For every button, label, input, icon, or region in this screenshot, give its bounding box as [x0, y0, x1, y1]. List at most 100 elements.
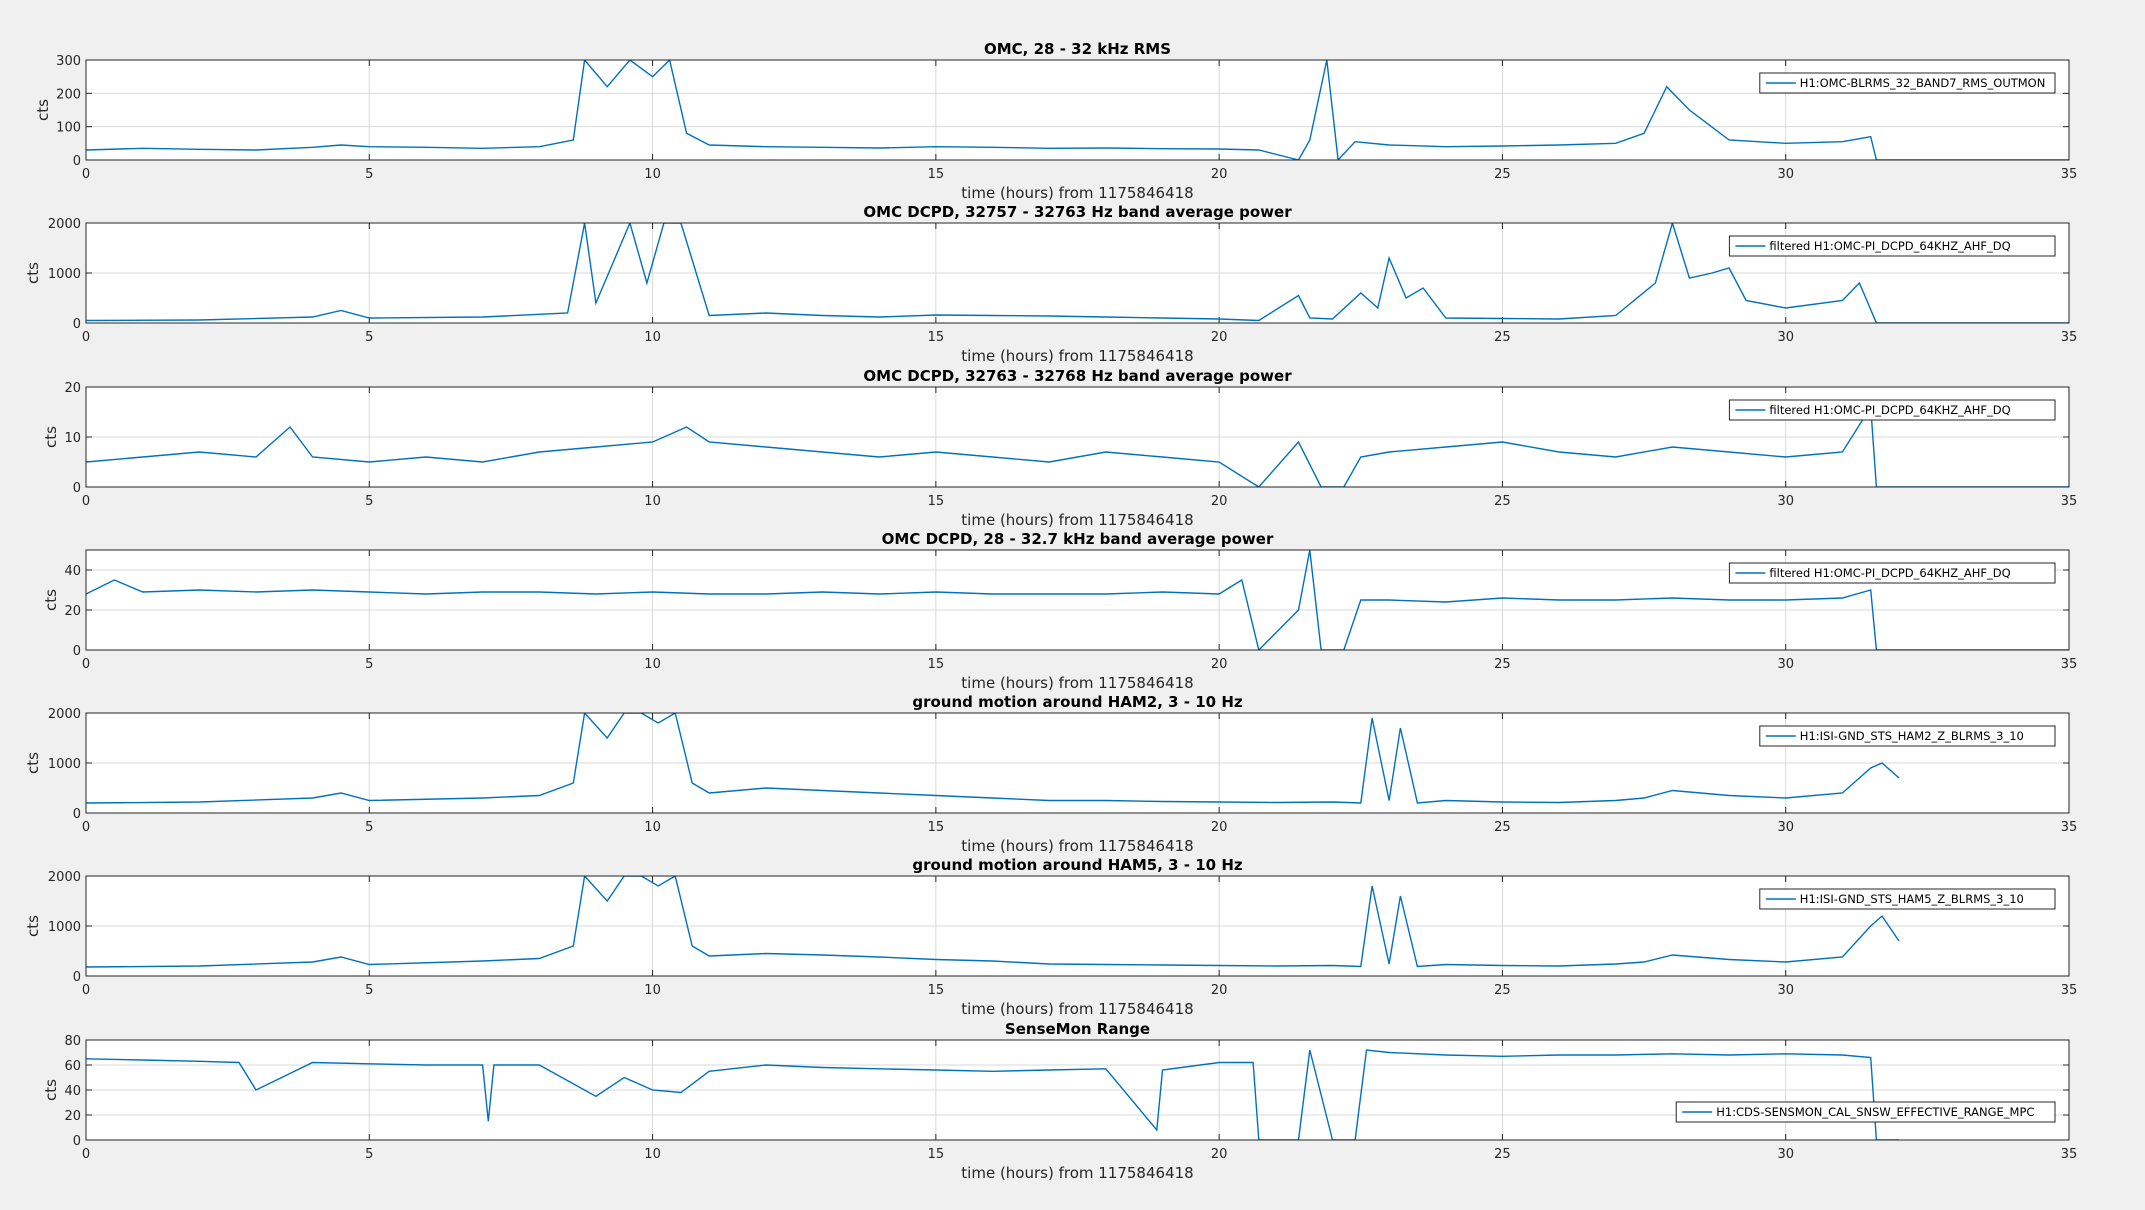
axes-box — [85, 59, 2070, 161]
y-tick-label: 20 — [64, 604, 81, 619]
y-tick-label: 0 — [73, 807, 81, 822]
y-tick-label: 2000 — [48, 870, 81, 885]
x-tick-label: 20 — [1211, 494, 1228, 509]
x-tick-label: 25 — [1494, 983, 1511, 998]
x-tick-label: 10 — [644, 657, 661, 672]
x-tick-label: 25 — [1494, 330, 1511, 345]
x-tick-label: 5 — [365, 167, 373, 182]
x-tick-label: 0 — [82, 494, 90, 509]
data-line — [86, 713, 1900, 804]
x-axis-label: time (hours) from 1175846418 — [961, 1000, 1193, 1018]
x-tick-label: 25 — [1494, 657, 1511, 672]
chart-title: ground motion around HAM2, 3 - 10 Hz — [912, 693, 1243, 711]
legend-box — [1759, 725, 2056, 747]
panel-4: 0 5 10 15 20 25 30 35 0 20 40 OMC DCPD, 28 - 32.7 k… — [42, 530, 2077, 692]
legend-entry: H1:CDS-SENSMON_CAL_SNSW_EFFECTIVE_RANGE_… — [1716, 1105, 2034, 1119]
x-tick-label: 20 — [1211, 820, 1228, 835]
panel-3: 0 5 10 15 20 25 30 35 0 10 20 OMC DCPD, 32763 - 327… — [42, 367, 2077, 529]
y-tick-label: 20 — [64, 381, 81, 396]
x-tick-label: 35 — [2061, 494, 2078, 509]
panel-2: 0 5 10 15 20 25 30 35 0 1000 2000 OMC DCPD, 32757 -… — [24, 203, 2077, 365]
x-tick-label: 10 — [644, 494, 661, 509]
legend-box — [1728, 399, 2056, 421]
legend-entry: filtered H1:OMC-PI_DCPD_64KHZ_AHF_DQ — [1769, 566, 2010, 580]
legend-entry: H1:ISI-GND_STS_HAM2_Z_BLRMS_3_10 — [1800, 729, 2024, 743]
y-axis-label: cts — [24, 752, 42, 774]
x-tick-label: 30 — [1777, 330, 1794, 345]
x-axis-label: time (hours) from 1175846418 — [961, 511, 1193, 529]
panel-6: 0 5 10 15 20 25 30 35 0 1000 2000 ground motion aro… — [24, 856, 2077, 1018]
panel-5: 0 5 10 15 20 25 30 35 0 1000 2000 ground motion aro… — [24, 693, 2077, 855]
x-tick-label: 0 — [82, 820, 90, 835]
x-tick-label: 30 — [1777, 167, 1794, 182]
legend: H1:CDS-SENSMON_CAL_SNSW_EFFECTIVE_RANGE_… — [1675, 1101, 2056, 1123]
x-axis-label: time (hours) from 1175846418 — [961, 837, 1193, 855]
chart-title: ground motion around HAM5, 3 - 10 Hz — [912, 856, 1243, 874]
x-tick-label: 15 — [928, 983, 945, 998]
axes-box — [85, 222, 2070, 324]
x-axis-label: time (hours) from 1175846418 — [961, 674, 1193, 692]
data-line — [86, 876, 1900, 968]
x-tick-label: 15 — [928, 1147, 945, 1162]
y-tick-label: 200 — [56, 87, 81, 102]
data-line — [86, 223, 2069, 323]
x-tick-label: 30 — [1777, 820, 1794, 835]
x-tick-label: 15 — [928, 167, 945, 182]
chart-title: OMC, 28 - 32 kHz RMS — [984, 40, 1171, 58]
x-tick-label: 20 — [1211, 1147, 1228, 1162]
y-axis-label: cts — [34, 99, 52, 121]
x-tick-label: 10 — [644, 330, 661, 345]
y-tick-label: 300 — [56, 54, 81, 69]
y-axis-label: cts — [42, 589, 60, 611]
x-tick-label: 5 — [365, 820, 373, 835]
legend: H1:ISI-GND_STS_HAM5_Z_BLRMS_3_10 — [1759, 888, 2056, 910]
x-tick-label: 15 — [928, 494, 945, 509]
x-tick-label: 20 — [1211, 657, 1228, 672]
x-tick-label: 0 — [82, 1147, 90, 1162]
data-line — [86, 60, 2069, 160]
legend-box — [1728, 235, 2056, 257]
legend: H1:ISI-GND_STS_HAM2_Z_BLRMS_3_10 — [1759, 725, 2056, 747]
y-tick-label: 0 — [73, 644, 81, 659]
data-line — [86, 1049, 1899, 1140]
x-tick-label: 20 — [1211, 330, 1228, 345]
y-axis-label: cts — [42, 426, 60, 448]
y-tick-label: 0 — [73, 481, 81, 496]
x-tick-label: 20 — [1211, 167, 1228, 182]
y-tick-label: 40 — [64, 1084, 81, 1099]
legend-box — [1675, 1101, 2056, 1123]
y-tick-label: 20 — [64, 1109, 81, 1124]
x-tick-label: 5 — [365, 1147, 373, 1162]
y-tick-label: 0 — [73, 154, 81, 169]
x-tick-label: 0 — [82, 983, 90, 998]
legend: filtered H1:OMC-PI_DCPD_64KHZ_AHF_DQ — [1728, 399, 2056, 421]
axes-box — [85, 386, 2070, 488]
x-tick-label: 25 — [1494, 167, 1511, 182]
x-tick-label: 30 — [1777, 983, 1794, 998]
y-tick-label: 10 — [64, 431, 81, 446]
legend: filtered H1:OMC-PI_DCPD_64KHZ_AHF_DQ — [1728, 235, 2056, 257]
chart-title: OMC DCPD, 32757 - 32763 Hz band average … — [863, 203, 1292, 221]
y-tick-label: 1000 — [48, 757, 81, 772]
x-tick-label: 10 — [644, 1147, 661, 1162]
y-tick-label: 0 — [73, 1134, 81, 1149]
y-tick-label: 60 — [64, 1059, 81, 1074]
x-tick-label: 30 — [1777, 1147, 1794, 1162]
x-tick-label: 10 — [644, 167, 661, 182]
x-tick-label: 0 — [82, 330, 90, 345]
panel-7: 0 5 10 15 20 25 30 35 0 20 40 60 80 SenseMon Range tim… — [42, 1020, 2077, 1182]
x-tick-label: 25 — [1494, 494, 1511, 509]
x-tick-label: 25 — [1494, 1147, 1511, 1162]
axes-background — [86, 60, 2069, 160]
y-tick-label: 100 — [56, 121, 81, 136]
x-tick-label: 35 — [2061, 657, 2078, 672]
legend-box — [1759, 888, 2056, 910]
panel-1: 0 5 10 15 20 25 30 35 0 100 200 300 OMC, 28 - 32 kHz… — [34, 40, 2077, 202]
x-tick-label: 0 — [82, 167, 90, 182]
legend-entry: filtered H1:OMC-PI_DCPD_64KHZ_AHF_DQ — [1769, 239, 2010, 253]
x-tick-label: 15 — [928, 330, 945, 345]
y-tick-label: 1000 — [48, 920, 81, 935]
x-tick-label: 35 — [2061, 983, 2078, 998]
x-tick-label: 5 — [365, 657, 373, 672]
